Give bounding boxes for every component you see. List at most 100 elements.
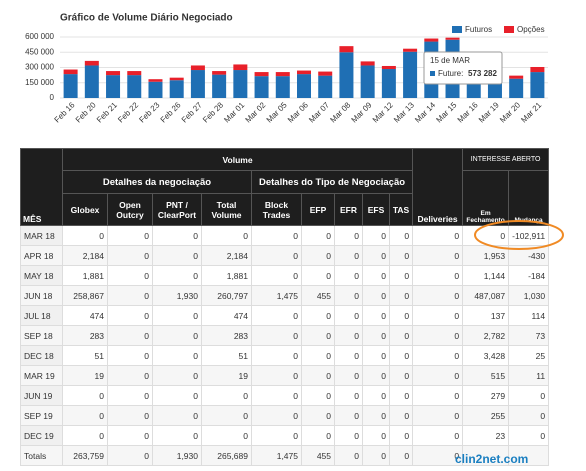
table-cell: 0 <box>201 385 252 406</box>
x-tick-label: Mar 05 <box>265 100 289 124</box>
table-cell: 0 <box>362 225 390 246</box>
table-cell: 0 <box>412 225 464 246</box>
table-cell: 0 <box>152 365 202 386</box>
table-cell: 0 <box>107 325 153 346</box>
table-cell: 3,428 <box>462 345 510 366</box>
table-cell: 0 <box>334 365 363 386</box>
table-row: JUN 19 0 0 0 0 0 0 0 0 0 0 279 0 <box>20 385 550 406</box>
table-cell: 263,759 <box>62 445 108 466</box>
table-cell: 487,087 <box>462 285 510 306</box>
bar-segment <box>212 74 227 98</box>
table-cell: 0 <box>362 265 390 286</box>
bar-segment <box>381 69 396 98</box>
table-cell: 0 <box>301 365 335 386</box>
bar-segment <box>63 74 78 98</box>
table-row: APR 18 2,184 0 0 2,184 0 0 0 0 0 0 1,953 -430 <box>20 245 550 266</box>
table-row: DEC 18 51 0 0 51 0 0 0 0 0 0 3,428 25 <box>20 345 550 366</box>
x-tick-label: Mar 12 <box>371 100 395 124</box>
table-cell: 0 <box>62 385 108 406</box>
table-cell: 279 <box>462 385 510 406</box>
table-cell: 0 <box>201 425 252 446</box>
legend-swatch <box>452 26 462 33</box>
table-cell: 1,953 <box>462 245 510 266</box>
header-cell: Volume <box>61 148 414 171</box>
table-cell: 1,881 <box>201 265 252 286</box>
table-cell: 0 <box>388 305 414 326</box>
x-tick-label: Mar 15 <box>434 100 458 124</box>
tooltip-swatch <box>430 71 435 76</box>
table-cell: 0 <box>334 405 363 426</box>
table-cell: 0 <box>388 245 414 266</box>
table-cell: 25 <box>508 345 550 366</box>
table-cell: 1,930 <box>152 285 202 306</box>
table-cell: 0 <box>152 245 202 266</box>
table-cell: 0 <box>388 405 414 426</box>
tooltip-title: 15 de MAR <box>430 56 470 65</box>
bar-segment <box>148 79 163 82</box>
x-tick-label: Feb 22 <box>116 100 140 124</box>
table-row: JUL 18 474 0 0 474 0 0 0 0 0 0 137 114 <box>20 305 550 326</box>
row-label: Totals <box>20 445 63 466</box>
x-tick-label: Mar 08 <box>328 100 352 124</box>
table-cell: 0 <box>412 405 464 426</box>
table-cell: 0 <box>362 305 390 326</box>
table-cell: 0 <box>107 265 153 286</box>
bar-segment <box>84 60 99 66</box>
table-cell: 0 <box>388 285 414 306</box>
table-cell: 23 <box>462 425 510 446</box>
row-label: APR 18 <box>20 245 63 266</box>
bar-segment <box>403 48 418 52</box>
table-cell: 474 <box>62 305 108 326</box>
header-cell: INTERESSE ABERTO <box>462 148 550 171</box>
bar-segment <box>403 51 418 98</box>
bar-segment <box>339 52 354 98</box>
table-cell: 0 <box>301 405 335 426</box>
legend-label: Futuros <box>465 25 492 34</box>
table-cell: 0 <box>107 365 153 386</box>
table-cell: 0 <box>251 345 302 366</box>
table-cell: 0 <box>412 265 464 286</box>
table-cell: 0 <box>362 245 390 266</box>
table-cell: 0 <box>152 425 202 446</box>
bar-segment <box>339 46 354 53</box>
table-cell: 0 <box>107 405 153 426</box>
table-cell: 0 <box>388 365 414 386</box>
table-cell: 0 <box>301 345 335 366</box>
table-cell: 0 <box>152 405 202 426</box>
bar-segment <box>275 76 290 98</box>
x-tick-label: Feb 27 <box>180 100 204 124</box>
table-cell: 0 <box>334 305 363 326</box>
volume-table: MÊS Volume Deliveries INTERESSE ABERTO D… <box>20 148 550 466</box>
bar-segment <box>84 65 99 98</box>
table-cell: 0 <box>301 305 335 326</box>
table-cell: 1,475 <box>251 285 302 306</box>
table-cell: 0 <box>62 225 108 246</box>
bar-segment <box>148 81 163 98</box>
table-cell: 1,930 <box>152 445 202 466</box>
table-cell: 0 <box>152 225 202 246</box>
bar-segment <box>212 71 227 75</box>
table-cell: 0 <box>201 405 252 426</box>
table-cell: 0 <box>201 225 252 246</box>
header-cell: EFS <box>362 193 390 226</box>
table-cell: 2,184 <box>201 245 252 266</box>
row-label: JUL 18 <box>20 305 63 326</box>
x-tick-label: Feb 16 <box>53 100 77 124</box>
table-cell: 0 <box>334 425 363 446</box>
x-tick-label: Mar 09 <box>350 100 374 124</box>
header-cell: Deliveries <box>412 148 464 226</box>
y-tick-label: 150 000 <box>25 78 54 87</box>
header-cell: Mudança <box>508 170 550 226</box>
table-cell: 0 <box>62 405 108 426</box>
row-label: JUN 19 <box>20 385 63 406</box>
x-tick-label: Feb 28 <box>201 100 225 124</box>
table-cell: 0 <box>251 425 302 446</box>
bar-segment <box>297 74 311 98</box>
table-cell: 0 <box>412 365 464 386</box>
y-tick-label: 0 <box>50 93 55 102</box>
row-label: SEP 19 <box>20 405 63 426</box>
table-cell: 265,689 <box>201 445 252 466</box>
table-row: DEC 19 0 0 0 0 0 0 0 0 0 0 23 0 <box>20 425 550 446</box>
bar-segment <box>169 80 184 98</box>
